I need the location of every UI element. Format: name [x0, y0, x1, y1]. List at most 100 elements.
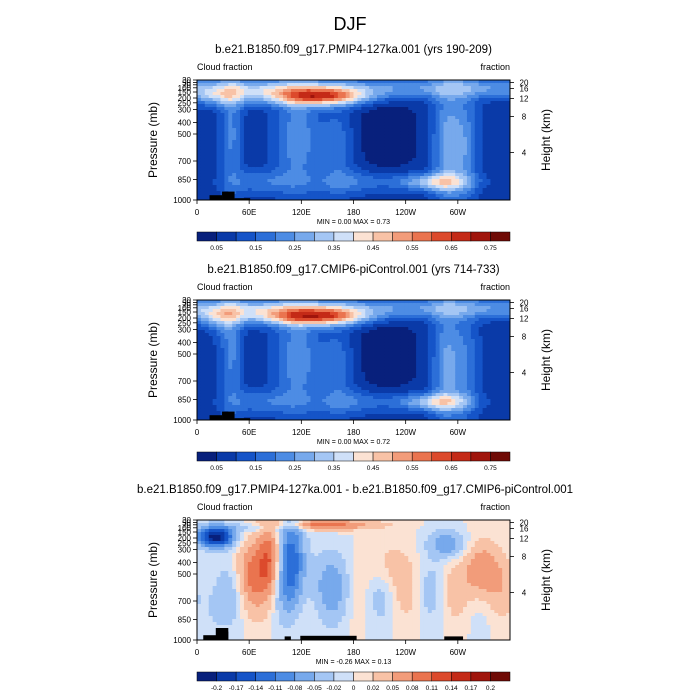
heatmap-cell: [435, 173, 440, 177]
heatmap-cell: [306, 312, 311, 316]
heatmap-cell: [376, 149, 382, 153]
heatmap-cell: [396, 146, 401, 150]
heatmap-cell: [380, 146, 386, 150]
heatmap-cell: [251, 351, 257, 355]
heatmap-cell: [298, 381, 304, 385]
heatmap-cell: [326, 327, 331, 331]
heatmap-cell: [486, 86, 491, 90]
heatmap-cell: [228, 179, 233, 183]
heatmap-cell: [470, 134, 476, 138]
heatmap-cell: [396, 122, 401, 126]
heatmap-cell: [263, 161, 268, 165]
heatmap-cell: [380, 137, 386, 141]
heatmap-cell: [204, 89, 210, 93]
heatmap-cell: [506, 125, 511, 129]
x-ticks: 0 60E 120E 180 120W 60W: [195, 200, 467, 217]
heatmap-cell: [294, 137, 300, 141]
heatmap-cell: [267, 363, 272, 367]
heatmap-cell: [420, 104, 425, 108]
heatmap-cell: [286, 333, 292, 337]
heatmap-cell: [204, 182, 210, 186]
heatmap-cell: [247, 321, 253, 325]
heatmap-cell: [427, 131, 433, 135]
heatmap-cell: [298, 318, 304, 322]
heatmap-cell: [208, 98, 214, 102]
heatmap-cell: [380, 158, 386, 162]
heatmap-cell: [423, 158, 429, 162]
heatmap-cell: [318, 176, 323, 180]
heatmap-cell: [482, 83, 487, 87]
heatmap-cell: [224, 98, 229, 102]
heatmap-cell: [263, 372, 268, 376]
heatmap-cell: [279, 300, 284, 304]
heatmap-cell: [310, 152, 315, 156]
heatmap-cell: [240, 339, 245, 343]
heatmap-cell: [322, 339, 327, 343]
heatmap-cell: [443, 95, 448, 99]
heatmap-cell: [197, 173, 202, 177]
heatmap-cell: [283, 182, 288, 186]
heatmap-cell: [271, 312, 276, 316]
heatmap-cell: [357, 399, 362, 403]
heatmap-cell: [392, 179, 397, 183]
heatmap-cell: [247, 143, 253, 147]
heatmap-cell: [247, 312, 253, 316]
heatmap-cell: [330, 333, 335, 337]
heatmap-cell: [443, 101, 448, 105]
heatmap-cell: [318, 170, 323, 174]
heatmap-cell: [494, 158, 499, 162]
heatmap-cell: [212, 122, 217, 126]
heatmap-cell: [271, 167, 276, 171]
heatmap-cell: [416, 92, 421, 96]
heatmap-cell: [283, 152, 288, 156]
heatmap-cell: [326, 185, 331, 189]
heatmap-cell: [337, 116, 343, 120]
heatmap-cell: [310, 89, 315, 93]
heatmap-cell: [353, 411, 358, 415]
heatmap-cell: [341, 387, 347, 391]
heatmap-cell: [326, 89, 331, 93]
heatmap-cell: [240, 119, 245, 123]
heatmap-cell: [345, 354, 350, 358]
heatmap-cell: [494, 119, 499, 123]
heatmap-cell: [275, 390, 280, 394]
heatmap-cell: [290, 309, 296, 313]
heatmap-cell: [420, 164, 425, 168]
heatmap-cell: [447, 185, 452, 189]
heatmap-cell: [318, 80, 323, 84]
heatmap-cell: [200, 348, 206, 352]
heatmap-cell: [236, 372, 241, 376]
heatmap-cell: [353, 140, 358, 144]
heatmap-cell: [502, 92, 507, 96]
heatmap-cell: [279, 89, 284, 93]
heatmap-cell: [373, 92, 378, 96]
heatmap-cell: [279, 390, 284, 394]
heatmap-cell: [459, 185, 464, 189]
heatmap-cell: [247, 122, 253, 126]
heatmap-cell: [435, 122, 440, 126]
heatmap-cell: [212, 146, 217, 150]
heatmap-cell: [361, 149, 366, 153]
heatmap-cell: [353, 369, 358, 373]
heatmap-cell: [290, 306, 296, 310]
y-tick-label: 300: [178, 105, 192, 114]
heatmap-cell: [318, 312, 323, 316]
heatmap-cell: [333, 176, 339, 180]
heatmap-cell: [349, 351, 354, 355]
heatmap-cell: [271, 414, 276, 418]
heatmap-cell: [478, 83, 484, 87]
heatmap-cell: [275, 405, 280, 409]
heatmap-cell: [330, 339, 335, 343]
heatmap-cell: [247, 179, 253, 183]
heatmap-cell: [455, 131, 460, 135]
heatmap-cell: [228, 83, 233, 87]
heatmap-cell: [286, 396, 292, 400]
heatmap-cell: [345, 318, 350, 322]
heatmap-cell: [208, 339, 214, 343]
heatmap-cell: [275, 315, 280, 319]
heatmap-cell: [345, 366, 350, 370]
heatmap-cell: [443, 134, 448, 138]
heatmap-cell: [463, 146, 468, 150]
heatmap-cell: [240, 110, 245, 114]
heatmap-cell: [200, 83, 206, 87]
